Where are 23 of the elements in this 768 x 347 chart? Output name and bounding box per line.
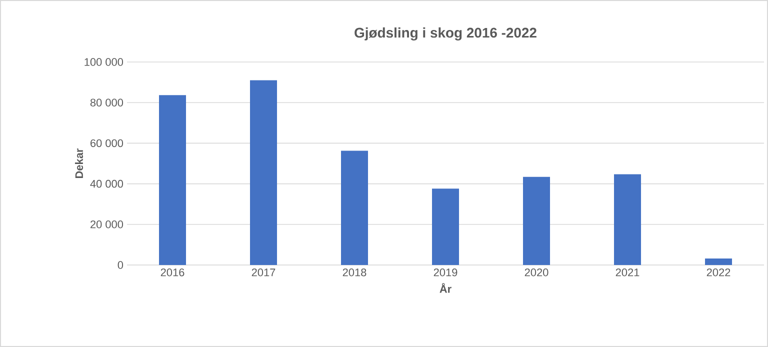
x-tick-label: 2017 (252, 268, 276, 276)
bar (614, 174, 642, 265)
bar (341, 150, 368, 265)
y-tick-label: 20 000 (90, 220, 124, 228)
y-axis-title: Dekar (74, 148, 84, 178)
x-tick-label: 2020 (524, 268, 548, 276)
y-tick-label: 40 000 (90, 180, 124, 188)
y-tick-label: 60 000 (90, 139, 124, 148)
x-tick-label: 2016 (160, 268, 184, 276)
x-tick-label: 2019 (434, 268, 458, 276)
x-tick-label: 2018 (342, 268, 366, 276)
bar (705, 258, 732, 265)
x-tick-label: 2022 (706, 268, 730, 276)
bar (523, 176, 550, 265)
y-tick-label: 80 000 (90, 98, 124, 106)
bar (250, 80, 278, 265)
x-tick-label: 2021 (616, 268, 640, 276)
x-axis-title: År (440, 283, 452, 293)
bar (432, 188, 460, 265)
y-tick-label: 0 (118, 261, 124, 269)
y-tick-label: 100 000 (84, 58, 124, 66)
chart-title: Gjødsling i skog 2016 -2022 (354, 27, 536, 40)
bar (159, 95, 186, 265)
